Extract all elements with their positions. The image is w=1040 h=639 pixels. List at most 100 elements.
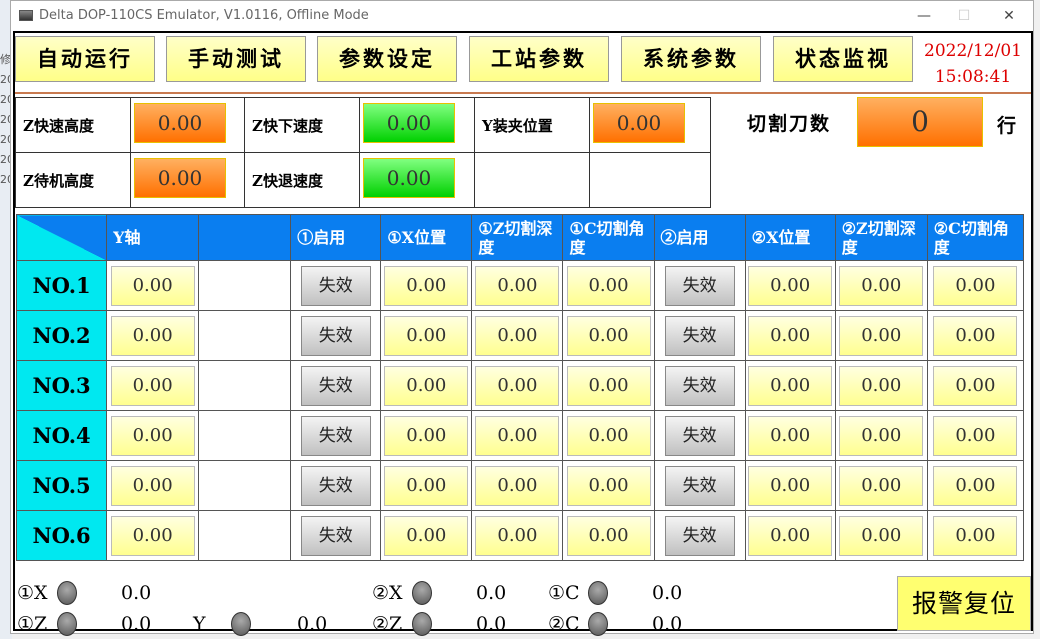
nav-button-1[interactable]: 自动运行 (15, 36, 155, 82)
value-input[interactable]: 0.00 (475, 365, 560, 406)
value-input[interactable]: 0.00 (933, 315, 1018, 356)
value-input[interactable]: 0.00 (748, 465, 833, 506)
value-input[interactable]: 0.00 (839, 515, 924, 556)
value-input[interactable]: 0.00 (839, 415, 924, 456)
axis-value: 0.0 (476, 613, 507, 635)
value-input[interactable]: 0.00 (933, 415, 1018, 456)
value-input[interactable]: 0.00 (933, 515, 1018, 556)
value-input[interactable]: 0.00 (748, 315, 833, 356)
value-input[interactable]: 0.00 (748, 515, 833, 556)
maximize-button[interactable]: ☐ (957, 8, 971, 24)
param-input[interactable]: 0.00 (593, 103, 685, 143)
value-input[interactable]: 0.00 (475, 315, 560, 356)
axis-label: ②Z (372, 613, 403, 635)
param-input[interactable]: 0.00 (134, 103, 226, 143)
enable-toggle-button[interactable]: 失效 (300, 515, 371, 556)
value-input[interactable]: 0.00 (384, 265, 469, 306)
enable-toggle-button[interactable]: 失效 (300, 415, 371, 456)
column-header: ②C切割角度 (926, 214, 1025, 261)
enable-toggle-button[interactable]: 失效 (664, 265, 735, 306)
value-input[interactable]: 0.00 (566, 515, 651, 556)
app-icon (19, 10, 33, 21)
value-input[interactable]: 0.00 (110, 365, 195, 406)
enable-toggle-button[interactable]: 失效 (664, 365, 735, 406)
value-input[interactable]: 0.00 (566, 265, 651, 306)
value-input[interactable]: 0.00 (110, 315, 195, 356)
value-input[interactable]: 0.00 (748, 365, 833, 406)
table-cell: 0.00 (106, 460, 200, 511)
table-header-row: Y轴 ①启用 ①X位置 ①Z切割深度 ①C切割角度 ②启用 ②X位置 ②Z切割深度 ②C切割角度 (15, 214, 1025, 261)
table-cell: 0.00 (562, 310, 655, 361)
nav-button-3[interactable]: 参数设定 (317, 36, 457, 82)
value-input[interactable]: 0.00 (566, 465, 651, 506)
table-cell: 0.00 (834, 410, 928, 461)
minimize-button[interactable]: — (917, 8, 931, 24)
enable-toggle-button[interactable]: 失效 (300, 265, 371, 306)
param-label: Z待机高度 (23, 171, 94, 190)
axis-value: 0.0 (297, 613, 328, 635)
value-input[interactable]: 0.00 (384, 315, 469, 356)
value-input[interactable]: 0.00 (110, 265, 195, 306)
value-input[interactable]: 0.00 (748, 415, 833, 456)
value-input[interactable]: 0.00 (839, 365, 924, 406)
table-cell: 失效 (653, 410, 746, 461)
value-input[interactable]: 0.00 (566, 415, 651, 456)
enable-toggle-button[interactable]: 失效 (664, 315, 735, 356)
value-input[interactable]: 0.00 (839, 315, 924, 356)
value-input[interactable]: 0.00 (475, 465, 560, 506)
enable-toggle-button[interactable]: 失效 (664, 465, 735, 506)
value-input[interactable]: 0.00 (933, 265, 1018, 306)
enable-toggle-button[interactable]: 失效 (664, 515, 735, 556)
param-input[interactable]: 0.00 (363, 158, 455, 198)
table-cell: 0.00 (562, 410, 655, 461)
value-input[interactable]: 0.00 (110, 465, 195, 506)
table-cell: 0.00 (926, 510, 1025, 561)
table-cell: 0.00 (834, 260, 928, 311)
background-text: 20 (0, 113, 12, 126)
close-button[interactable]: ✕ (1003, 8, 1015, 24)
background-text: 20 (0, 173, 12, 186)
value-input[interactable]: 0.00 (566, 365, 651, 406)
value-input[interactable]: 0.00 (110, 515, 195, 556)
value-input[interactable]: 0.00 (384, 465, 469, 506)
axis-label: ②C (548, 613, 580, 635)
background-text: 20 (0, 73, 12, 86)
window-title: Delta DOP-110CS Emulator, V1.0116, Offli… (39, 8, 369, 23)
enable-toggle-button[interactable]: 失效 (664, 415, 735, 456)
value-input[interactable]: 0.00 (475, 415, 560, 456)
nav-button-5[interactable]: 系统参数 (621, 36, 761, 82)
nav-button-4[interactable]: 工站参数 (469, 36, 609, 82)
value-input[interactable]: 0.00 (475, 265, 560, 306)
table-cell: 0.00 (106, 410, 200, 461)
status-lamp-icon (57, 581, 77, 605)
background-text: 20 (0, 93, 12, 106)
value-input[interactable]: 0.00 (110, 415, 195, 456)
nav-button-2[interactable]: 手动测试 (166, 36, 306, 82)
value-input[interactable]: 0.00 (839, 265, 924, 306)
value-input[interactable]: 0.00 (566, 315, 651, 356)
alarm-reset-button[interactable]: 报警复位 (897, 576, 1031, 631)
background-text: 20 (0, 133, 12, 146)
param-input[interactable]: 0.00 (363, 103, 455, 143)
nav-button-6[interactable]: 状态监视 (773, 36, 913, 82)
cut-count-input[interactable]: 0 (857, 97, 983, 147)
enable-toggle-button[interactable]: 失效 (300, 315, 371, 356)
value-input[interactable]: 0.00 (933, 365, 1018, 406)
enable-toggle-button[interactable]: 失效 (300, 465, 371, 506)
value-input[interactable]: 0.00 (933, 465, 1018, 506)
row-label: NO.1 (15, 260, 108, 311)
value-input[interactable]: 0.00 (384, 365, 469, 406)
value-input[interactable]: 0.00 (384, 415, 469, 456)
value-input[interactable]: 0.00 (475, 515, 560, 556)
table-cell (198, 460, 292, 511)
table-cell: 0.00 (380, 310, 473, 361)
status-lamp-icon (231, 612, 251, 636)
param-input[interactable]: 0.00 (134, 158, 226, 198)
value-input[interactable]: 0.00 (748, 265, 833, 306)
enable-toggle-button[interactable]: 失效 (300, 365, 371, 406)
axis-label: ②X (372, 582, 403, 604)
value-input[interactable]: 0.00 (384, 515, 469, 556)
table-cell (198, 410, 292, 461)
axis-value: 0.0 (121, 582, 152, 604)
value-input[interactable]: 0.00 (839, 465, 924, 506)
